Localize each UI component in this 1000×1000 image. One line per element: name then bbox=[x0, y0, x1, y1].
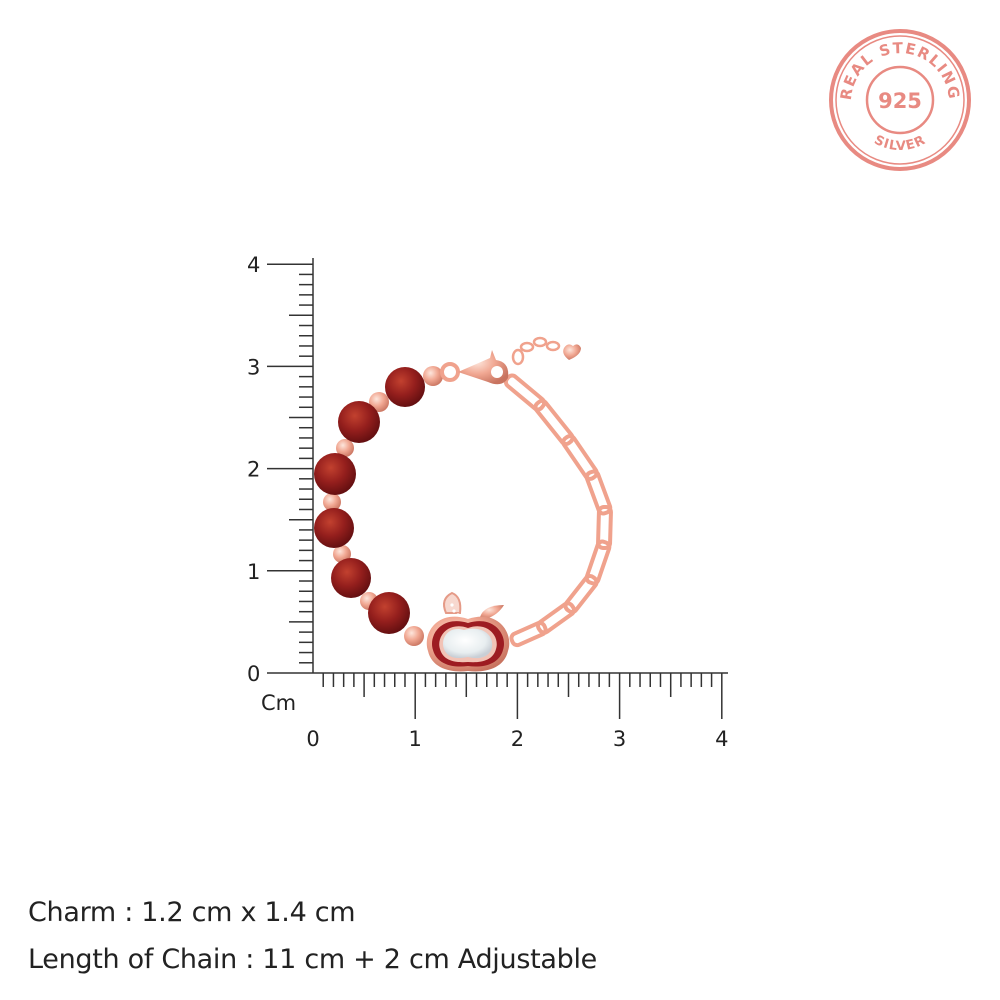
garnet-bead bbox=[314, 453, 356, 495]
chain-link bbox=[503, 373, 547, 412]
chain-link bbox=[584, 469, 613, 516]
chain-link bbox=[563, 573, 599, 615]
link-chain bbox=[503, 373, 613, 648]
chain-link bbox=[533, 398, 575, 447]
metal-bead bbox=[336, 439, 354, 457]
garnet-bead bbox=[385, 367, 425, 407]
garnet-bead bbox=[368, 592, 410, 634]
y-tick-label: 0 bbox=[247, 662, 260, 686]
y-tick-label: 3 bbox=[247, 355, 260, 379]
y-tick-label: 4 bbox=[247, 253, 260, 277]
y-tick-label: 2 bbox=[247, 458, 260, 482]
sterling-silver-badge: REAL STERLING SILVER 925 bbox=[829, 29, 971, 171]
apple-charm bbox=[426, 591, 510, 672]
metal-bead bbox=[369, 392, 389, 412]
garnet-beads bbox=[314, 366, 443, 646]
y-tick-label: 1 bbox=[247, 560, 260, 584]
chain-length-text: Length of Chain : 11 cm + 2 cm Adjustabl… bbox=[28, 944, 597, 975]
x-tick-label: 0 bbox=[306, 727, 319, 751]
chain-link bbox=[584, 539, 612, 586]
metal-bead bbox=[404, 626, 424, 646]
x-tick-label: 2 bbox=[511, 727, 524, 751]
garnet-bead bbox=[314, 508, 354, 548]
chain-link bbox=[509, 620, 548, 648]
bracelet bbox=[314, 336, 613, 672]
garnet-bead bbox=[338, 401, 380, 443]
garnet-bead bbox=[331, 558, 371, 598]
heart-charm-icon bbox=[563, 344, 581, 360]
x-tick-label: 3 bbox=[613, 727, 626, 751]
extender-chain bbox=[511, 336, 561, 366]
chain-link bbox=[596, 504, 613, 551]
lobster-clasp bbox=[440, 350, 509, 385]
metal-bead bbox=[333, 545, 351, 563]
x-tick-label: 4 bbox=[715, 727, 728, 751]
badge-center-text: 925 bbox=[878, 89, 922, 113]
badge-bottom-text: SILVER bbox=[872, 133, 929, 154]
measurement-ruler bbox=[267, 258, 728, 719]
x-tick-label: 1 bbox=[409, 727, 422, 751]
chain-link bbox=[561, 434, 599, 481]
chain-link bbox=[536, 601, 576, 635]
metal-bead bbox=[323, 493, 341, 511]
unit-label: Cm bbox=[261, 691, 296, 715]
metal-bead bbox=[423, 366, 443, 386]
charm-size-text: Charm : 1.2 cm x 1.4 cm bbox=[28, 897, 356, 928]
